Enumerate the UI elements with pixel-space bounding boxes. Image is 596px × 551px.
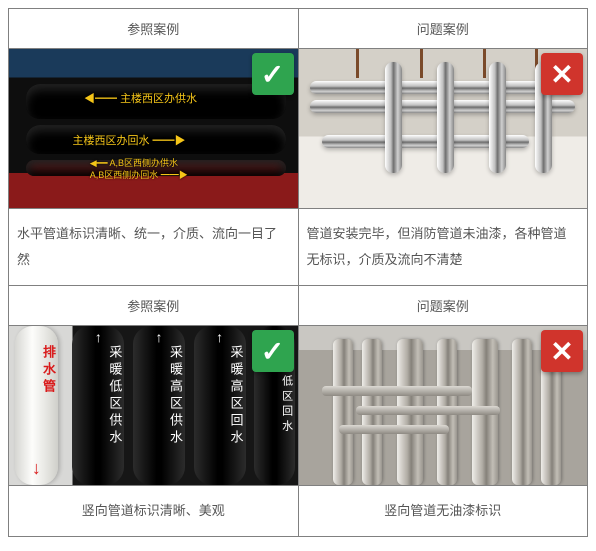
good-example-2-image: 排水管 ↓ ↑ 采暖低区供水 ↑ 采暖高区供水 ↑ 采暖高区回水 采暖低区回水 [9,326,299,486]
header-bad-2: 问题案例 [298,286,588,326]
comparison-table: 参照案例 问题案例 主楼西区办供水 主楼西区办回水 A,B区西侧办供水 A,B区… [8,8,588,537]
checkmark-icon: ✓ [252,53,294,95]
up-arrow-icon: ↑ [156,329,163,345]
bad-caption-2: 竖向管道无油漆标识 [298,486,588,537]
down-arrow-icon: ↓ [32,458,41,479]
bad-example-2-image: ✕ [298,326,588,486]
up-arrow-icon: ↑ [95,329,102,345]
header-good-2: 参照案例 [9,286,299,326]
black-pipe-1-label: 采暖低区供水 [72,345,124,447]
white-pipe-label: 排水管 [15,345,58,396]
header-good-1: 参照案例 [9,9,299,49]
cross-icon: ✕ [541,330,583,372]
pipe-label-4: A,B区西侧办回水 [90,168,188,181]
up-arrow-icon: ↑ [216,329,223,345]
good-caption-2: 竖向管道标识清晰、美观 [9,486,299,537]
black-pipe-2-label: 采暖高区供水 [133,345,185,447]
black-pipe-3-label: 采暖高区回水 [194,345,246,447]
pipe-label-3: A,B区西侧办供水 [90,156,178,169]
pipe-label-1: 主楼西区办供水 [84,90,197,106]
header-bad-1: 问题案例 [298,9,588,49]
pipe-label-2: 主楼西区办回水 [72,132,185,148]
checkmark-icon: ✓ [252,330,294,372]
good-caption-1: 水平管道标识清晰、统一，介质、流向一目了然 [9,209,299,286]
good-example-1-image: 主楼西区办供水 主楼西区办回水 A,B区西侧办供水 A,B区西侧办回水 ✓ [9,49,299,209]
bad-caption-1: 管道安装完毕，但消防管道未油漆，各种管道无标识，介质及流向不清楚 [298,209,588,286]
cross-icon: ✕ [541,53,583,95]
bad-example-1-image: ✕ [298,49,588,209]
